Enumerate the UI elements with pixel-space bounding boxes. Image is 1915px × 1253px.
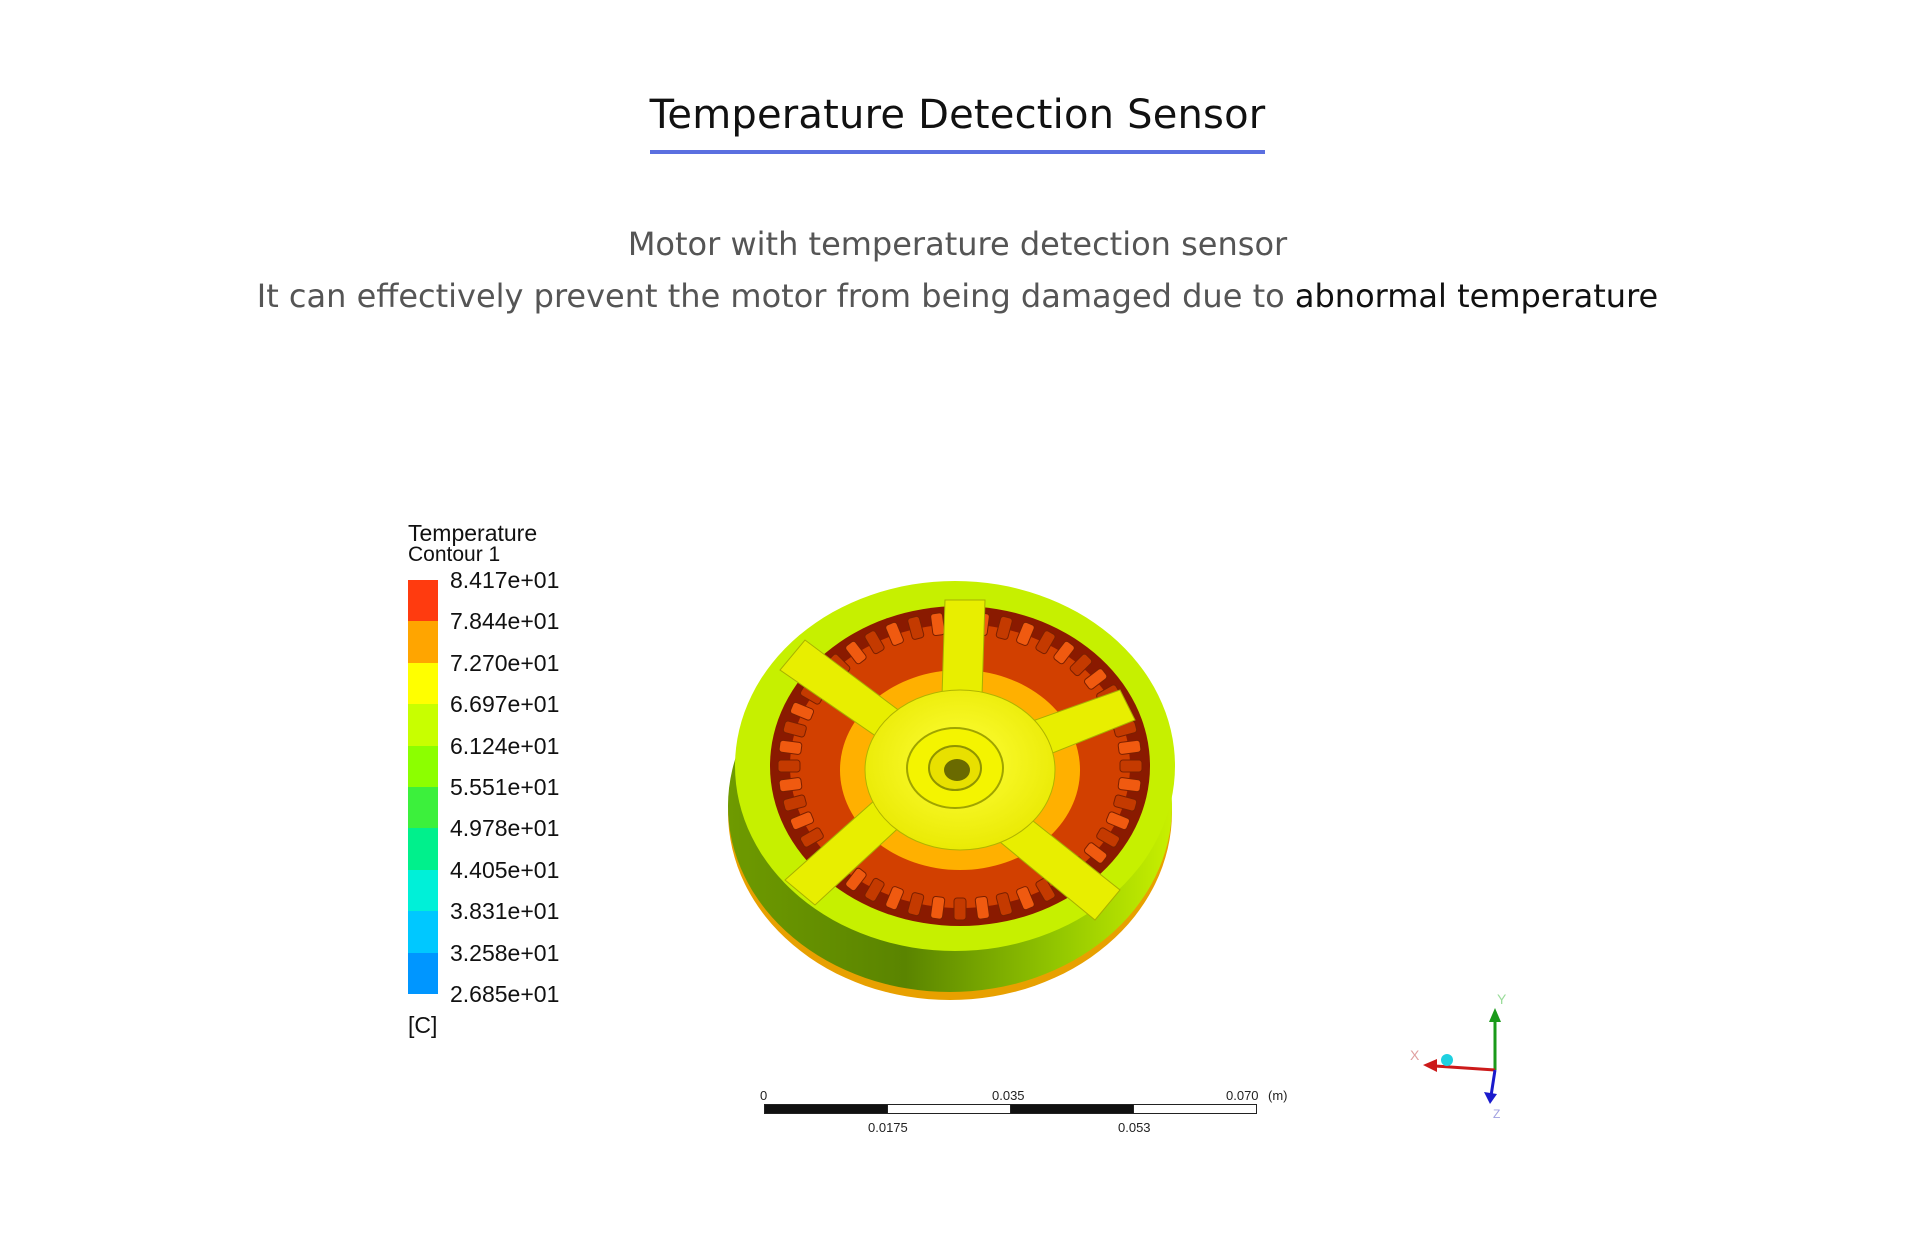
stator-coil bbox=[1016, 621, 1035, 646]
stator-coil bbox=[782, 720, 807, 738]
stator-coil bbox=[1035, 630, 1056, 655]
legend-value: 4.405e+01 bbox=[450, 856, 560, 883]
stator-coil bbox=[974, 895, 990, 920]
legend-value: 4.978e+01 bbox=[450, 815, 560, 842]
legend-color-step bbox=[408, 786, 438, 829]
stator-coil bbox=[777, 759, 801, 773]
motor-thermal-render bbox=[728, 581, 1175, 1000]
stator-coil bbox=[1053, 640, 1075, 665]
stator-coil bbox=[1105, 811, 1131, 831]
stator-coil bbox=[953, 897, 967, 921]
subtitle-highlight: abnormal temperature bbox=[1294, 277, 1659, 315]
scale-label-quarter: 0.0175 bbox=[868, 1120, 908, 1135]
y-axis-arrow bbox=[1489, 1008, 1501, 1022]
stator-coil bbox=[789, 701, 815, 721]
stator-coil bbox=[885, 886, 904, 911]
stator-coil bbox=[1069, 653, 1093, 677]
z-axis-arrow bbox=[1484, 1092, 1497, 1104]
subtitle-line-2: It can effectively prevent the motor fro… bbox=[0, 277, 1915, 315]
stator-coil bbox=[1016, 886, 1035, 911]
legend-title: Temperature bbox=[408, 520, 538, 546]
stator-coil bbox=[907, 892, 925, 917]
stator-coil bbox=[1113, 794, 1138, 812]
scale-label-three-quarter: 0.053 bbox=[1118, 1120, 1151, 1135]
z-axis-line bbox=[1489, 1069, 1497, 1097]
stator-coil bbox=[864, 877, 885, 902]
legend-color-step bbox=[408, 828, 438, 870]
legend-subtitle: Contour 1 bbox=[408, 543, 501, 566]
x-axis-arrow bbox=[1423, 1059, 1437, 1072]
legend-value: 7.270e+01 bbox=[450, 649, 560, 676]
x-axis-line bbox=[1434, 1064, 1496, 1072]
legend-color-step bbox=[408, 662, 438, 705]
scale-segment-1 bbox=[764, 1104, 888, 1114]
stator-coil bbox=[1083, 668, 1108, 690]
legend-value: 2.685e+01 bbox=[450, 980, 560, 1007]
scale-unit: (m) bbox=[1268, 1088, 1288, 1103]
scale-label-max: 0.070 bbox=[1226, 1088, 1259, 1103]
y-axis-label: Y bbox=[1497, 991, 1507, 1007]
stator-coil bbox=[1035, 877, 1056, 902]
stator-coil bbox=[799, 827, 824, 848]
stator-coil bbox=[930, 612, 946, 637]
legend-color-step bbox=[408, 869, 438, 912]
z-axis-label: Z bbox=[1493, 1107, 1500, 1120]
stator-coil bbox=[1119, 759, 1143, 773]
stator-coil bbox=[778, 739, 803, 755]
scale-label-mid: 0.035 bbox=[992, 1088, 1025, 1103]
stator-coil bbox=[845, 867, 867, 892]
heading-container: Temperature Detection Sensor bbox=[0, 92, 1915, 154]
scale-label-0: 0 bbox=[760, 1088, 768, 1103]
axis-origin-marker bbox=[1441, 1054, 1453, 1066]
stator-coil bbox=[1117, 739, 1142, 755]
legend-color-bar bbox=[408, 580, 438, 994]
hub-bore bbox=[944, 759, 970, 781]
axis-triad: Y X Z bbox=[1410, 991, 1507, 1120]
stator-coil bbox=[995, 615, 1013, 640]
legend-color-step bbox=[408, 745, 438, 787]
legend-values: 8.417e+01 7.844e+01 7.270e+01 6.697e+01 6.12… bbox=[450, 566, 559, 1021]
legend-color-step bbox=[408, 580, 438, 622]
legend-value: 3.258e+01 bbox=[450, 939, 560, 966]
scale-segment-4 bbox=[1133, 1104, 1257, 1114]
legend-unit: [C] bbox=[408, 1012, 438, 1038]
legend-value: 6.697e+01 bbox=[450, 691, 560, 718]
stator-coil bbox=[845, 640, 867, 665]
legend-value: 3.831e+01 bbox=[450, 898, 560, 925]
stator-coil bbox=[1117, 777, 1142, 793]
stator-coil bbox=[1096, 827, 1121, 848]
legend-value: 6.124e+01 bbox=[450, 732, 560, 759]
stator-coil bbox=[778, 777, 803, 793]
legend-value: 5.551e+01 bbox=[450, 773, 560, 800]
stator-coil bbox=[1083, 842, 1108, 864]
subtitle-line-1: Motor with temperature detection sensor bbox=[627, 225, 1288, 263]
legend-color-step bbox=[408, 704, 438, 746]
stator-coil bbox=[885, 621, 904, 646]
x-axis-label: X bbox=[1410, 1047, 1420, 1063]
stator-coil bbox=[907, 615, 925, 640]
legend-color-step bbox=[408, 911, 438, 953]
scale-segment-3 bbox=[1010, 1104, 1134, 1114]
stator-coil bbox=[789, 811, 815, 831]
stator-coil bbox=[864, 630, 885, 655]
legend-color-step bbox=[408, 621, 438, 663]
legend-value: 8.417e+01 bbox=[450, 567, 560, 593]
stator-coil bbox=[995, 892, 1013, 917]
temperature-legend: Temperature Contour 1 8.417e+01 7.844e+01… bbox=[408, 520, 559, 1038]
stator-coil bbox=[930, 895, 946, 920]
page-title: Temperature Detection Sensor bbox=[649, 92, 1266, 154]
scale-segment-2 bbox=[887, 1104, 1011, 1114]
scale-bar: 0 0.035 0.070 (m) 0.0175 0.053 bbox=[760, 1088, 1300, 1138]
subtitle-line-2-text: It can effectively prevent the motor fro… bbox=[256, 277, 1295, 315]
stator-coil bbox=[782, 794, 807, 812]
legend-value: 7.844e+01 bbox=[450, 608, 560, 635]
legend-color-step bbox=[408, 952, 438, 994]
